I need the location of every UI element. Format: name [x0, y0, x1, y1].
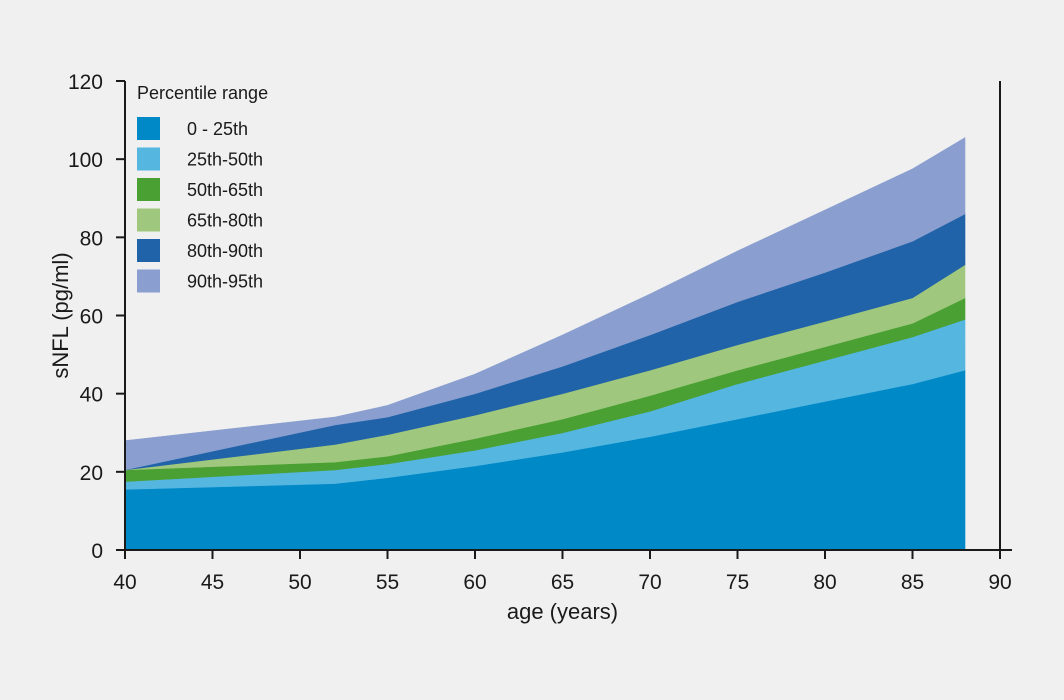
y-tick-label: 120 [68, 71, 103, 94]
band-90th-95th [124, 137, 966, 471]
legend-swatch [137, 269, 160, 293]
legend-swatch [137, 208, 160, 232]
legend-label: 65th-80th [187, 211, 263, 231]
x-axis-title: age (years) [507, 599, 618, 624]
legend-label: 90th-95th [187, 272, 263, 292]
legend-swatch [137, 117, 160, 140]
x-tick-label: 55 [376, 571, 399, 594]
legend-label: 0 - 25th [187, 119, 248, 139]
y-tick-label: 80 [80, 227, 103, 250]
y-axis-title: sNFL (pg/ml) [48, 252, 73, 378]
y-tick-label: 20 [80, 462, 103, 485]
area-bands [124, 137, 966, 551]
x-tick-label: 90 [988, 571, 1011, 594]
x-tick-label: 80 [813, 571, 836, 594]
legend-label: 50th-65th [187, 180, 263, 200]
x-tick-label: 70 [638, 571, 661, 594]
y-tick-label: 0 [91, 540, 103, 563]
x-tick-label: 85 [901, 571, 924, 594]
legend-title: Percentile range [137, 83, 268, 103]
legend-swatch [137, 147, 160, 171]
x-tick-label: 60 [463, 571, 486, 594]
legend-label: 25th-50th [187, 150, 263, 170]
x-tick-label: 50 [288, 571, 311, 594]
y-tick-label: 40 [80, 384, 103, 407]
x-tick-label: 65 [551, 571, 574, 594]
legend-swatch [137, 239, 160, 262]
y-tick-label: 60 [80, 306, 103, 329]
ticks: 40 45 50 55 60 65 70 75 80 85 90 0 20 40 60 80 100 120 [68, 71, 1012, 594]
x-tick-label: 75 [726, 571, 749, 594]
y-tick-label: 100 [68, 149, 103, 172]
x-tick-label: 40 [113, 571, 136, 594]
legend-label: 80th-90th [187, 241, 263, 261]
legend: Percentile range 0 - 25th 25th-50th 50th-6… [137, 83, 268, 293]
x-tick-label: 45 [201, 571, 224, 594]
legend-swatch [137, 178, 160, 201]
